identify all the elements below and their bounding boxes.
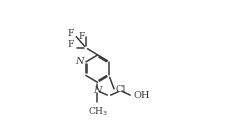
Text: OH: OH [133, 91, 150, 100]
Text: Cl: Cl [115, 85, 126, 94]
Text: F: F [67, 40, 74, 49]
Text: N: N [93, 86, 101, 95]
Text: CH$_3$: CH$_3$ [87, 105, 108, 118]
Text: F: F [67, 29, 74, 38]
Text: N: N [75, 57, 84, 66]
Text: F: F [78, 32, 85, 41]
